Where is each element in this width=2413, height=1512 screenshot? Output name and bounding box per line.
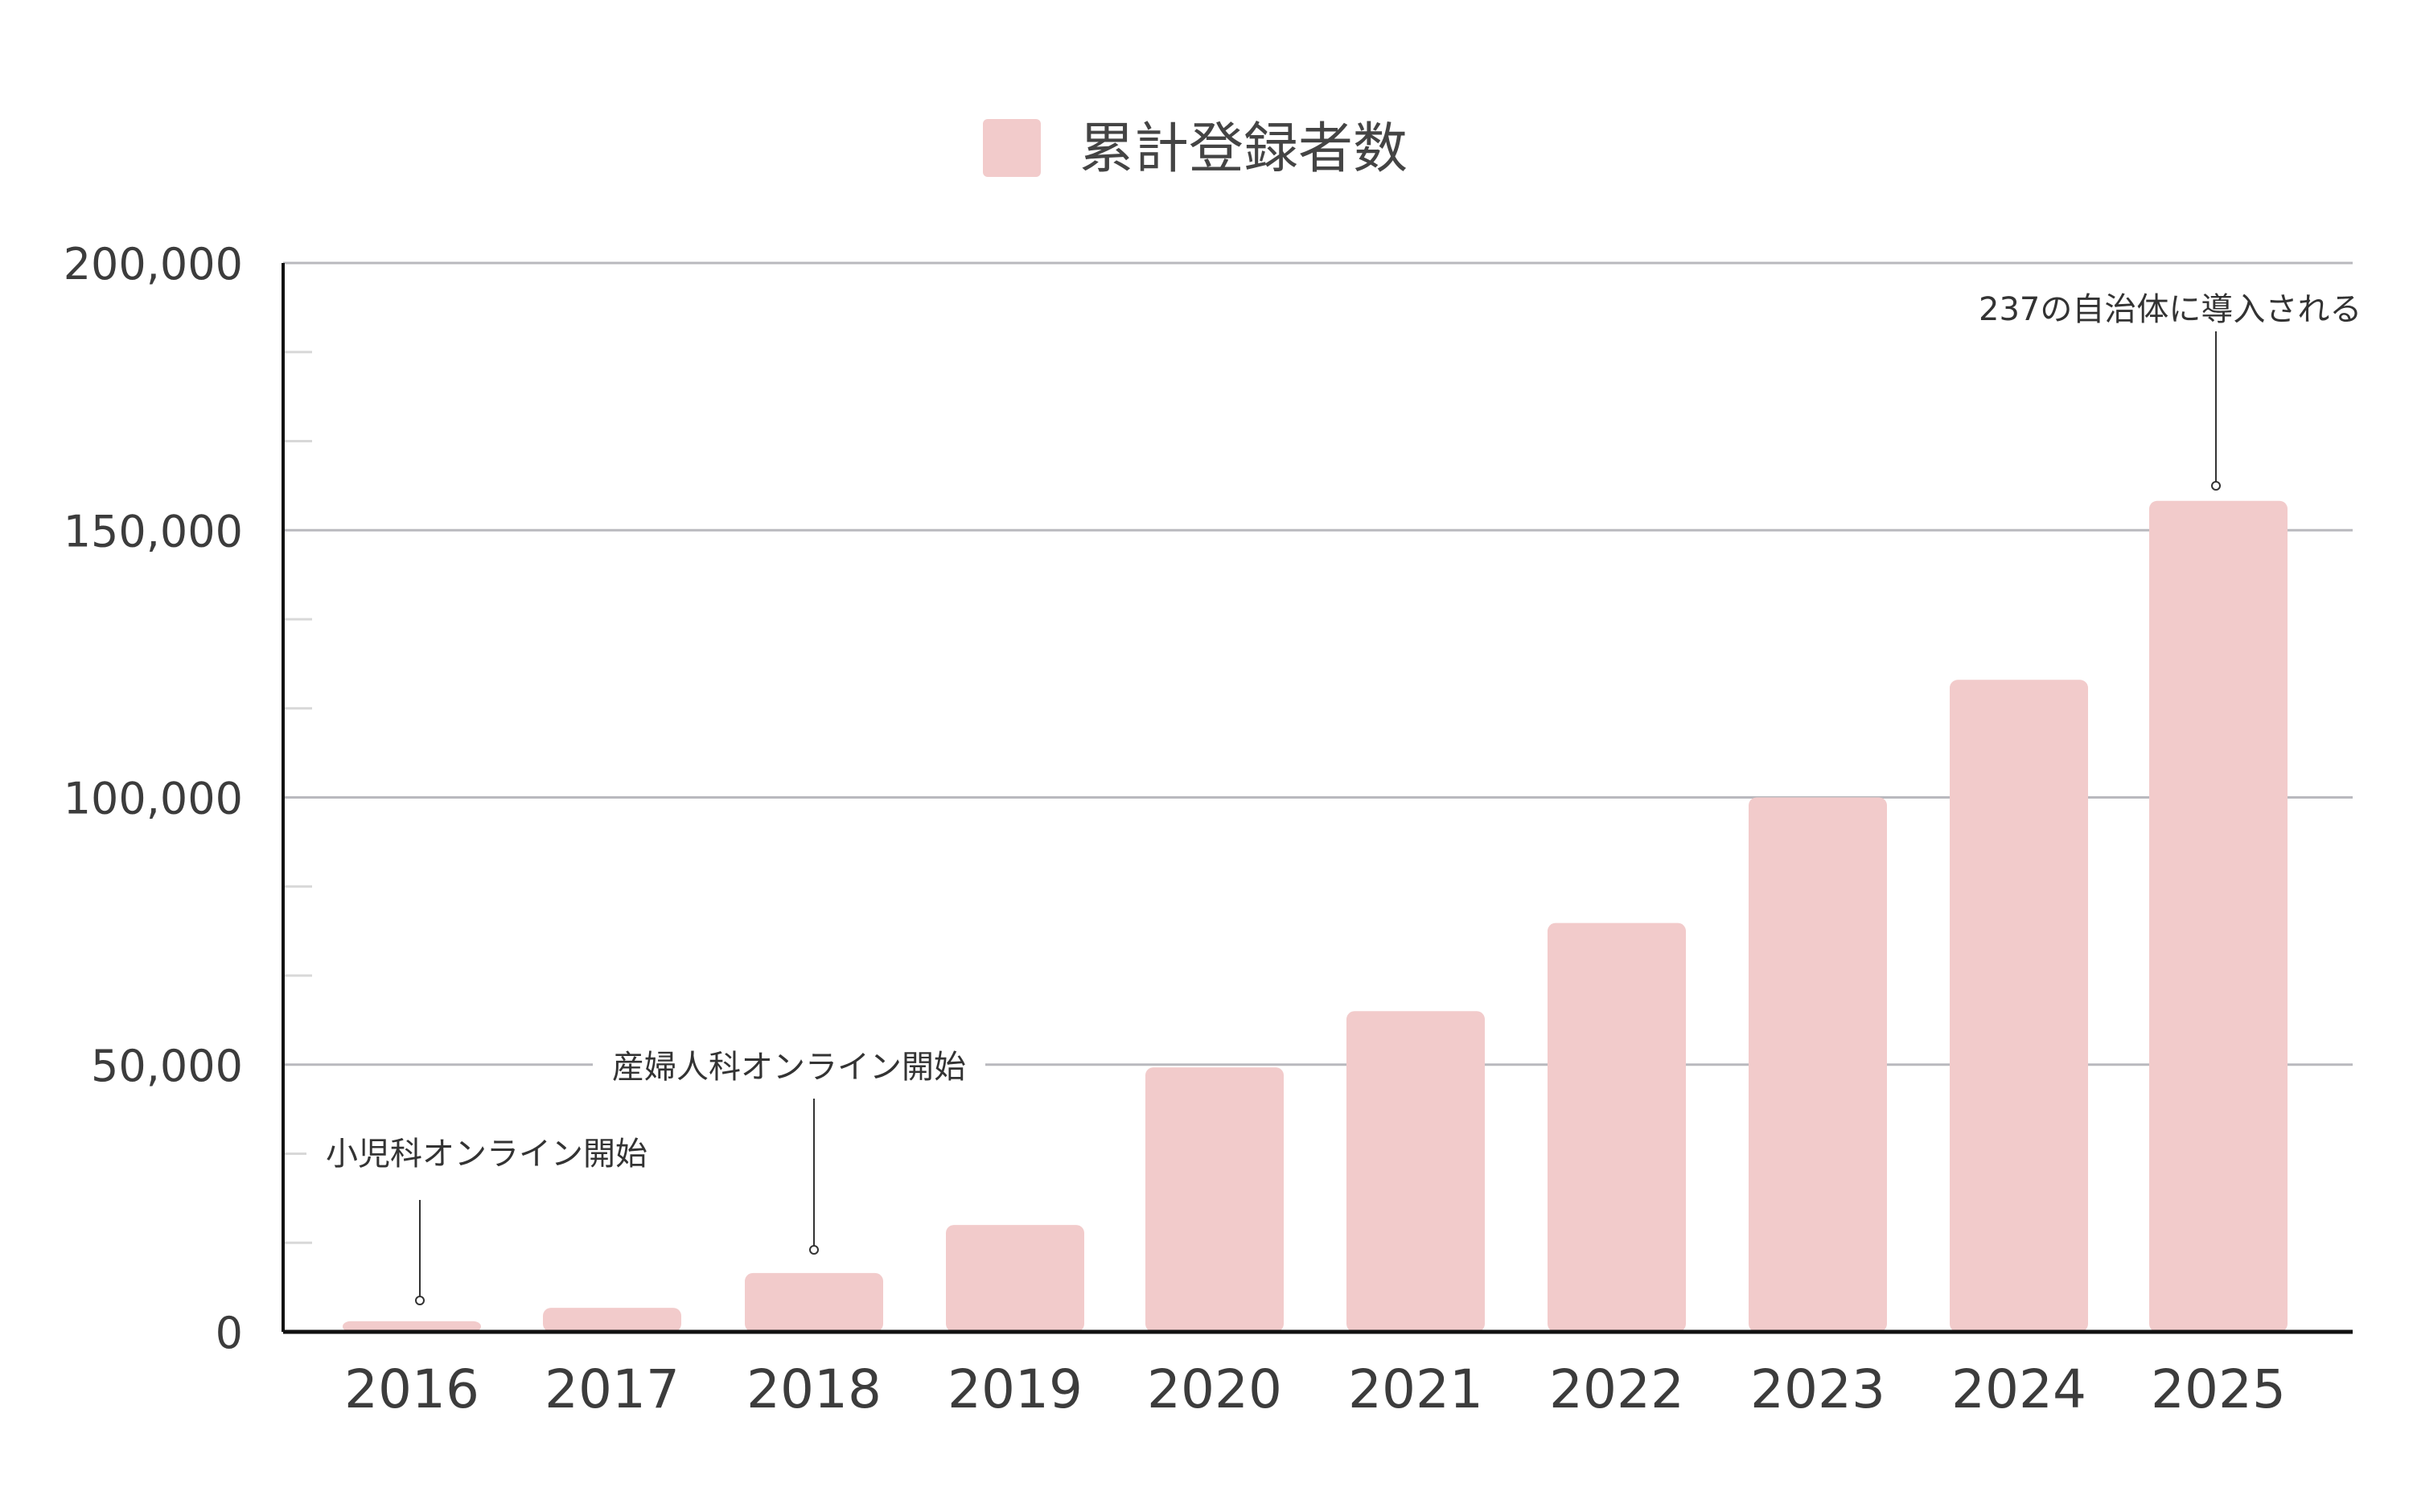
y-tick-label: 200,000 <box>64 239 243 290</box>
tick-labels: 0 50,000 100,000 150,000 200,000 2016 2017 2018… <box>64 239 2286 1420</box>
x-tick-label-2021: 2021 <box>1348 1358 1483 1420</box>
legend: 累計登録者数 <box>983 117 1408 181</box>
bars <box>343 500 2288 1332</box>
y-tick-label: 50,000 <box>91 1041 243 1091</box>
bar-2018 <box>745 1272 883 1332</box>
axes <box>282 263 2353 1334</box>
bar-2022 <box>1548 922 1686 1332</box>
x-tick-label-2020: 2020 <box>1147 1358 1282 1420</box>
x-tick-label-2024: 2024 <box>1951 1358 2086 1420</box>
x-tick-label-2022: 2022 <box>1549 1358 1684 1420</box>
annotation-dot-2016 <box>415 1296 425 1305</box>
annotation-label-2016: 小児科オンライン開始 <box>326 1136 647 1173</box>
annotation-label-bg <box>593 1046 985 1089</box>
bar-2023 <box>1749 797 1887 1332</box>
annotation-label-bg <box>306 1132 667 1176</box>
x-tick-label-2019: 2019 <box>948 1358 1083 1420</box>
bar-2020 <box>1145 1067 1284 1332</box>
x-tick-label-2018: 2018 <box>746 1358 882 1420</box>
annotation-dot-2025 <box>2211 481 2221 491</box>
bar-2019 <box>946 1225 1084 1332</box>
legend-label: 累計登録者数 <box>1079 117 1408 181</box>
x-tick-label-2017: 2017 <box>545 1358 680 1420</box>
bar-2024 <box>1950 680 2088 1332</box>
x-tick-label-2023: 2023 <box>1750 1358 1885 1420</box>
annotation-label-bg <box>1959 288 2382 331</box>
y-tick-label: 150,000 <box>64 506 243 557</box>
y-tick-label: 100,000 <box>64 774 243 824</box>
annotation-label-2025: 237の自治体に導入される <box>1979 291 2362 328</box>
bar-2016 <box>343 1321 481 1332</box>
annotations: 小児科オンライン開始 産婦人科オンライン開始 237の自治体に導入される <box>306 288 2382 1305</box>
legend-swatch <box>983 119 1041 177</box>
annotation-label-2018: 産婦人科オンライン開始 <box>612 1049 966 1086</box>
bar-2021 <box>1346 1011 1485 1332</box>
bar-2025 <box>2149 500 2288 1332</box>
annotation-dot-2018 <box>809 1245 819 1255</box>
x-tick-label-2025: 2025 <box>2151 1358 2286 1420</box>
x-tick-label-2016: 2016 <box>344 1358 479 1420</box>
y-tick-label: 0 <box>216 1308 243 1358</box>
bar-2017 <box>543 1308 681 1332</box>
